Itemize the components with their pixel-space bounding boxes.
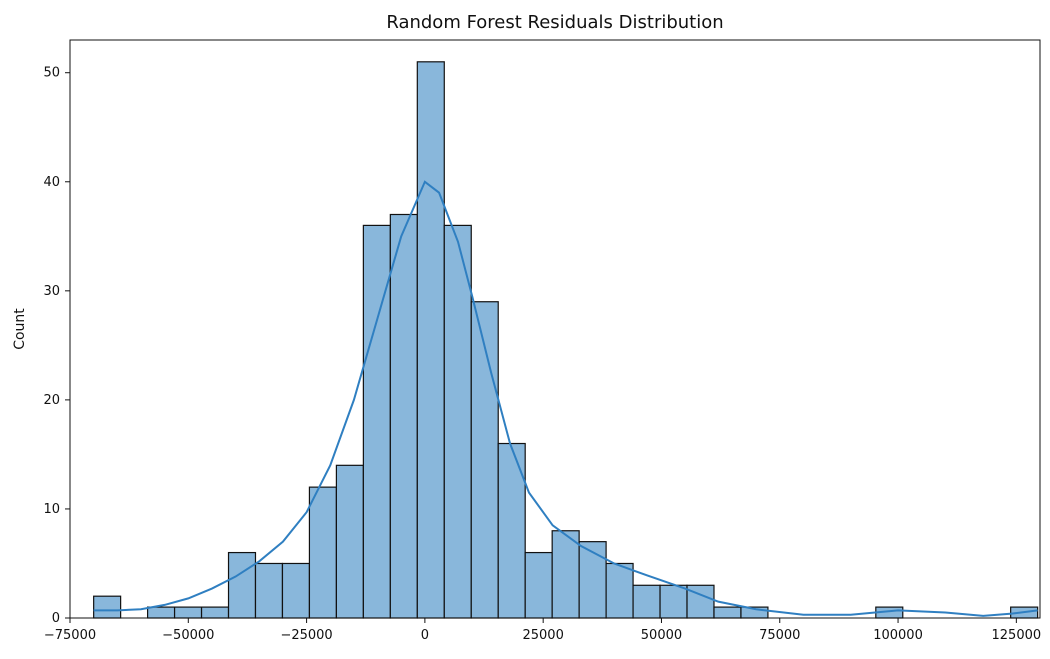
histogram-bar xyxy=(524,551,553,619)
y-tick-label: 30 xyxy=(43,284,60,299)
y-axis-ticks: 0 10 20 30 40 50 xyxy=(43,66,70,626)
histogram-bar xyxy=(281,562,311,619)
histogram-bar xyxy=(362,224,391,619)
x-tick-label: 75000 xyxy=(759,628,800,643)
x-tick-label: 25000 xyxy=(522,628,563,643)
x-tick-label: 125000 xyxy=(992,628,1042,643)
x-tick-label: −25000 xyxy=(280,628,332,643)
x-tick-label: 100000 xyxy=(873,628,923,643)
chart-title: Random Forest Residuals Distribution xyxy=(386,12,723,33)
histogram-bar xyxy=(443,224,472,619)
y-axis-label: Count xyxy=(12,308,28,350)
x-tick-label: 50000 xyxy=(641,628,682,643)
y-tick-label: 0 xyxy=(52,611,60,626)
histogram-bar xyxy=(605,562,634,619)
histogram-bar xyxy=(308,486,337,619)
y-tick-label: 50 xyxy=(43,66,60,81)
histogram-bar xyxy=(551,530,580,619)
histogram-bar xyxy=(254,562,284,619)
plot-frame xyxy=(69,39,1041,619)
histogram-bar xyxy=(147,606,176,619)
histogram-bar xyxy=(93,595,122,619)
histogram-bar xyxy=(416,61,445,619)
histogram-bar xyxy=(200,606,230,619)
histogram-bar xyxy=(659,584,688,619)
bars-layer xyxy=(93,61,1039,619)
y-tick-label: 10 xyxy=(43,502,60,517)
histogram-bar xyxy=(173,606,203,619)
histogram-bar xyxy=(335,464,364,619)
kde-curve xyxy=(93,180,1038,617)
histogram-bar xyxy=(389,213,418,619)
histogram-bar xyxy=(632,584,661,619)
y-tick-label: 40 xyxy=(43,175,60,190)
y-tick-label: 20 xyxy=(43,393,60,408)
histogram-bar xyxy=(578,541,607,619)
histogram-bar xyxy=(713,606,742,619)
x-tick-label: −75000 xyxy=(44,628,96,643)
histogram-bar xyxy=(227,551,257,619)
x-axis-ticks: −75000 −50000 −25000 0 25000 50000 75000 100000… xyxy=(44,618,1041,643)
x-tick-label: 0 xyxy=(421,628,429,643)
x-tick-label: −50000 xyxy=(162,628,214,643)
